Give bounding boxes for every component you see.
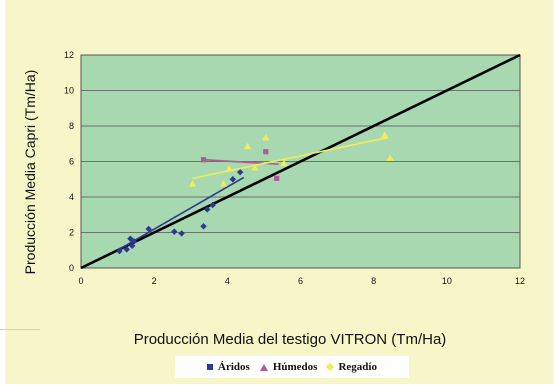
x-tick-label: 8 (371, 276, 376, 286)
legend: Áridos Húmedos Regadío (175, 356, 409, 378)
y-tick-label: 2 (69, 228, 74, 238)
legend-label-regadio: Regadío (338, 361, 377, 373)
data-point (381, 131, 389, 138)
data-point (145, 225, 152, 233)
y-axis-label-text: Producción Media Capri (Tm/Ha) (22, 69, 38, 275)
data-point (123, 246, 130, 253)
data-point (236, 168, 244, 176)
y-tick-label: 6 (69, 157, 74, 167)
y-tick-label: 10 (64, 86, 74, 96)
data-point (263, 149, 269, 155)
x-tick-label: 0 (78, 276, 83, 286)
y-tick-label: 8 (69, 121, 74, 131)
y-tick-label: 0 (69, 263, 74, 273)
data-point (209, 201, 216, 209)
trendline (192, 136, 389, 180)
data-point (178, 230, 185, 237)
legend-item-aridos: Áridos (207, 361, 250, 373)
legend-swatch-diamond (326, 362, 335, 372)
legend-item-humedos: Húmedos (259, 361, 318, 373)
x-tick-label: 12 (515, 276, 525, 286)
series-aridos (116, 168, 245, 255)
data-point (274, 175, 280, 181)
data-point (129, 242, 136, 250)
data-point (280, 159, 288, 167)
divider-line (0, 329, 40, 330)
data-point (243, 142, 252, 150)
data-point (220, 180, 228, 187)
x-tick-label: 2 (152, 276, 157, 286)
legend-label-humedos: Húmedos (272, 361, 318, 373)
data-point (171, 228, 178, 235)
x-tick-label: 6 (298, 276, 303, 286)
x-axis-label: Producción Media del testigo VITRON (Tm/… (133, 331, 447, 348)
legend-item-regadio: Regadío (326, 361, 377, 373)
reference-line (80, 53, 521, 270)
legend-swatch-square (207, 364, 214, 370)
data-point (262, 133, 270, 141)
data-point (188, 180, 197, 187)
x-tick-label: 10 (442, 276, 452, 286)
x-tick-label: 4 (225, 276, 230, 286)
data-point (200, 157, 207, 163)
data-point (204, 206, 211, 213)
data-point (130, 238, 138, 245)
data-point (200, 223, 207, 230)
data-point (116, 247, 123, 255)
legend-swatch-triangle (259, 363, 268, 371)
series-regadio (188, 131, 394, 187)
data-point (229, 176, 237, 183)
tick-labels: 0 2 4 6 8 10 12 0 2 4 6 8 10 12 (64, 50, 525, 286)
y-tick-label: 12 (64, 50, 74, 60)
data-point (386, 154, 394, 161)
trendline (117, 176, 245, 251)
data-point (251, 164, 259, 171)
legend-label-aridos: Áridos (218, 361, 250, 373)
data-point (225, 165, 233, 172)
y-tick-label: 4 (69, 192, 74, 202)
